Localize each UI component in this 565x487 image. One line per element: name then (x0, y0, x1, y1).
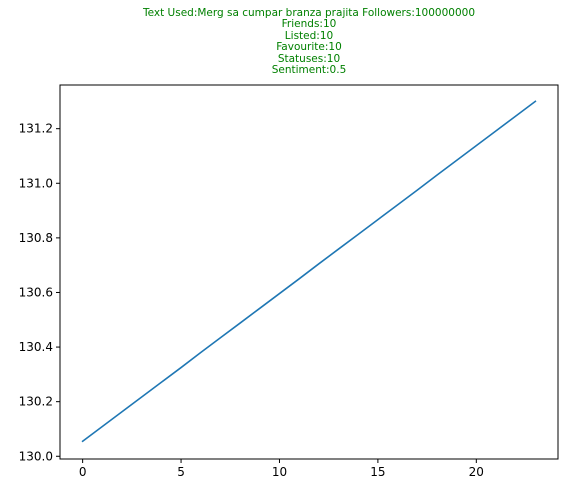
x-tick-label: 5 (177, 465, 185, 479)
x-tick-label: 20 (469, 465, 484, 479)
title-line: Friends:10 (281, 18, 337, 31)
y-tick-label: 130.4 (19, 340, 53, 354)
y-tick-label: 131.2 (19, 122, 53, 136)
y-tick-label: 131.0 (19, 176, 53, 190)
x-tick-label: 15 (370, 465, 385, 479)
title-line: Statuses:10 (277, 52, 341, 65)
y-tick-label: 130.2 (19, 395, 53, 409)
title-line: Sentiment:0.5 (271, 64, 347, 77)
title-line: Favourite:10 (276, 41, 342, 54)
series-line (81, 100, 537, 443)
x-tick-label: 10 (272, 465, 287, 479)
x-tick-label: 0 (79, 465, 87, 479)
chart-title: Text Used:Merg sa cumpar branza prajita … (60, 7, 558, 77)
series-layer (81, 100, 537, 443)
y-tick-label: 130.6 (19, 285, 53, 299)
y-tick-label: 130.8 (19, 231, 53, 245)
title-line: Listed:10 (284, 29, 334, 42)
y-tick-label: 130.0 (19, 449, 53, 463)
title-line: Text Used:Merg sa cumpar branza prajita … (142, 7, 476, 19)
plot-frame (59, 84, 559, 460)
axes: 0 5 10 15 20 130.0 130.2 130.4 130.6 130.8 131.0 13… (19, 122, 484, 479)
